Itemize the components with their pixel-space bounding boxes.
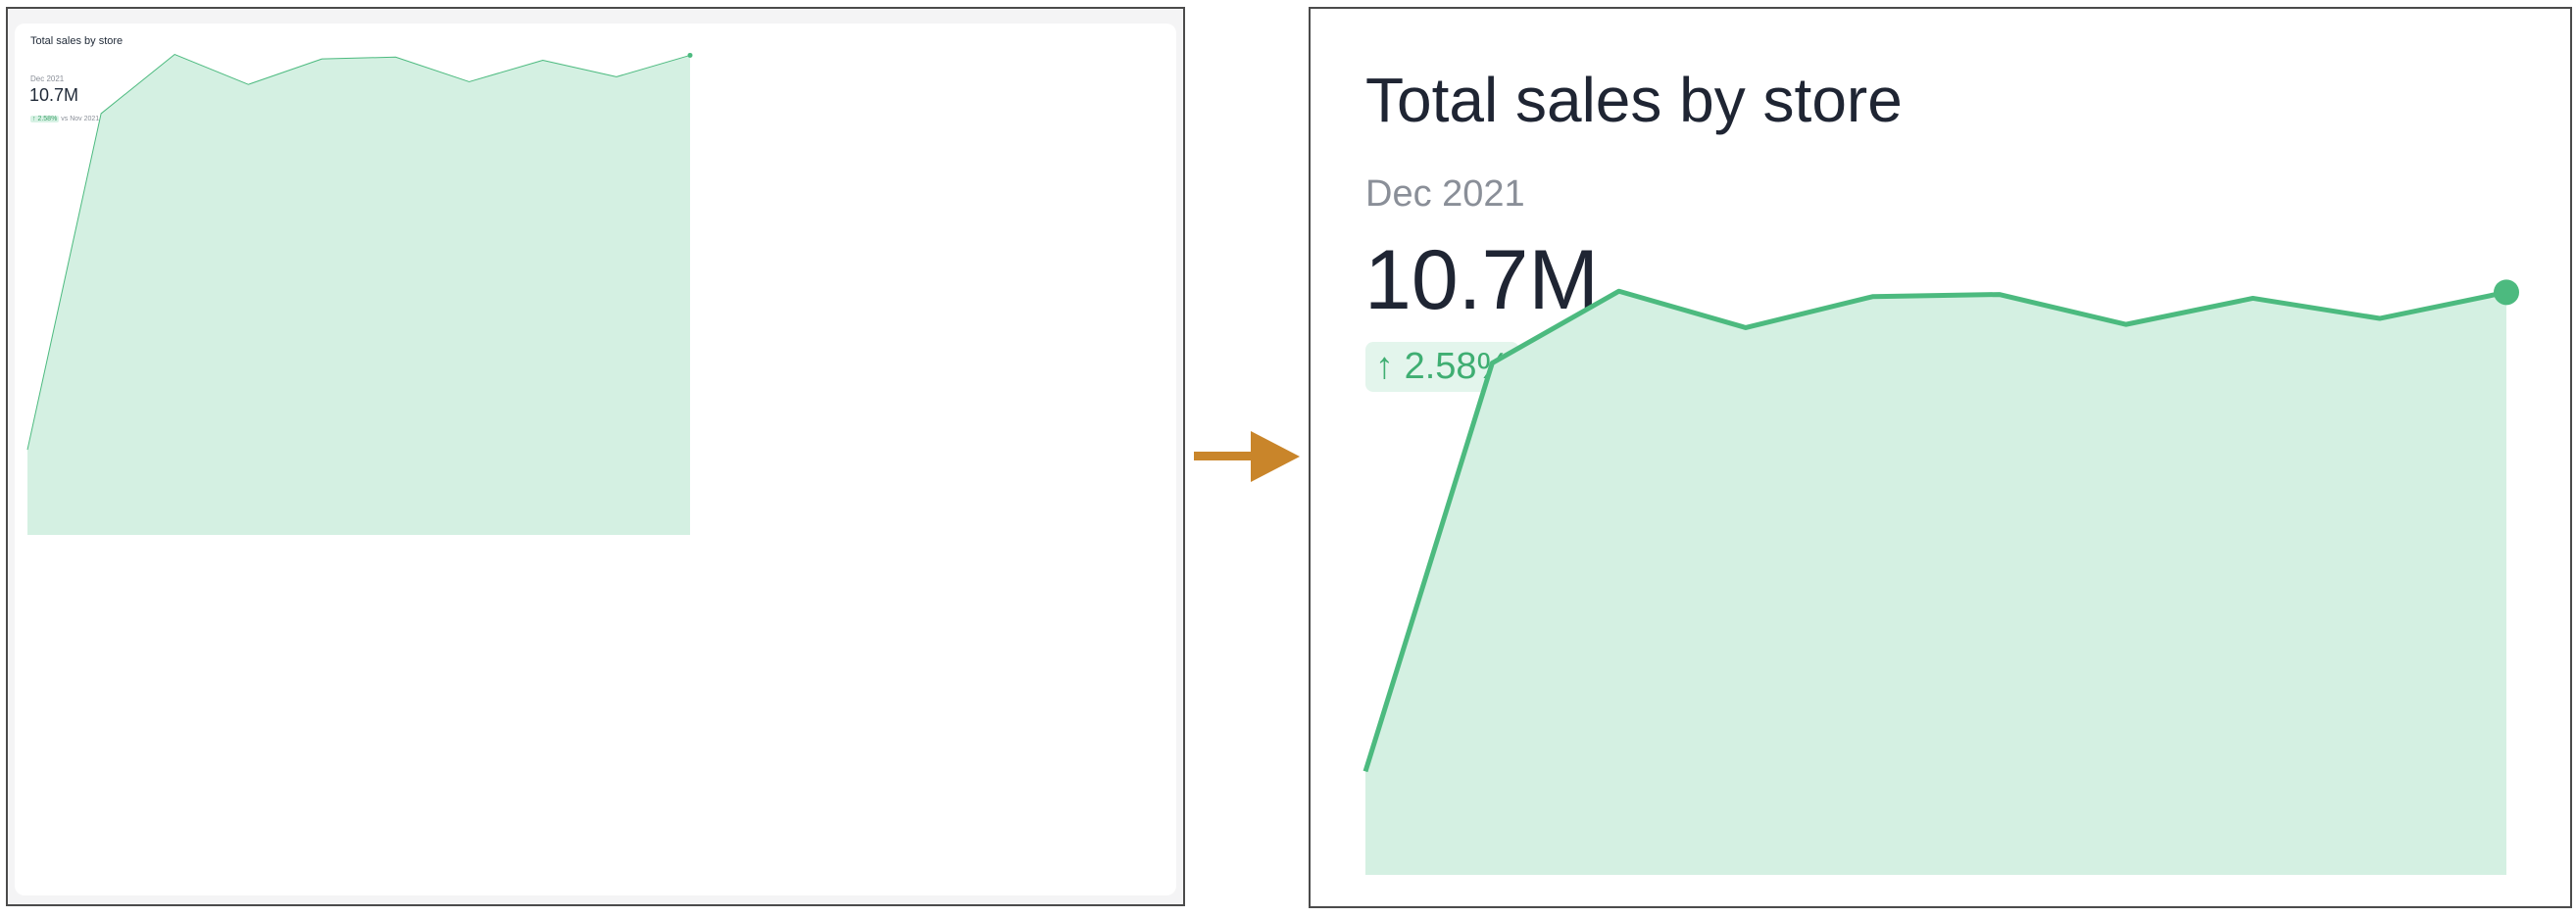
- area-chart: [1362, 279, 2519, 875]
- arrow-right-icon: [1194, 431, 1300, 482]
- card-title: Total sales by store: [1365, 65, 1903, 135]
- area-fill: [1365, 291, 2506, 875]
- period-label: Dec 2021: [1365, 173, 1525, 215]
- change-percent-small: 2.58%: [37, 116, 58, 122]
- change-row-small: ↑ 2.58% vs Nov 2021 (10.43M): [30, 116, 128, 122]
- last-point-marker: [2494, 279, 2519, 306]
- card-title-small: Total sales by store: [30, 35, 124, 47]
- thumbnail-panel: Total sales by store Dec 2021 10.7M ↑ 2.…: [6, 7, 1185, 906]
- metric-value: 10.7M: [1364, 233, 1600, 327]
- arrow-up-icon: ↑: [32, 116, 36, 122]
- change-badge-small: ↑ 2.58%: [30, 116, 60, 122]
- arrow-head: [1251, 431, 1300, 482]
- last-point-marker: [687, 52, 693, 58]
- zoomed-panel: Total sales by store Dec 2021 10.7M ↑ 2.…: [1309, 7, 2572, 908]
- area-fill: [27, 54, 690, 535]
- period-label-small: Dec 2021: [30, 74, 65, 83]
- metric-value-small: 10.7M: [29, 85, 79, 105]
- series-line: [26, 54, 691, 451]
- metric-card-thumbnail: Total sales by store Dec 2021 10.7M ↑ 2.…: [15, 24, 1176, 895]
- comparison-text-small: vs Nov 2021 (10.43M): [61, 116, 129, 122]
- arrow-shaft: [1194, 452, 1255, 460]
- area-chart-small: [26, 52, 693, 535]
- series-line: [1362, 288, 2507, 773]
- arrow-up-icon: ↑: [1375, 346, 1394, 387]
